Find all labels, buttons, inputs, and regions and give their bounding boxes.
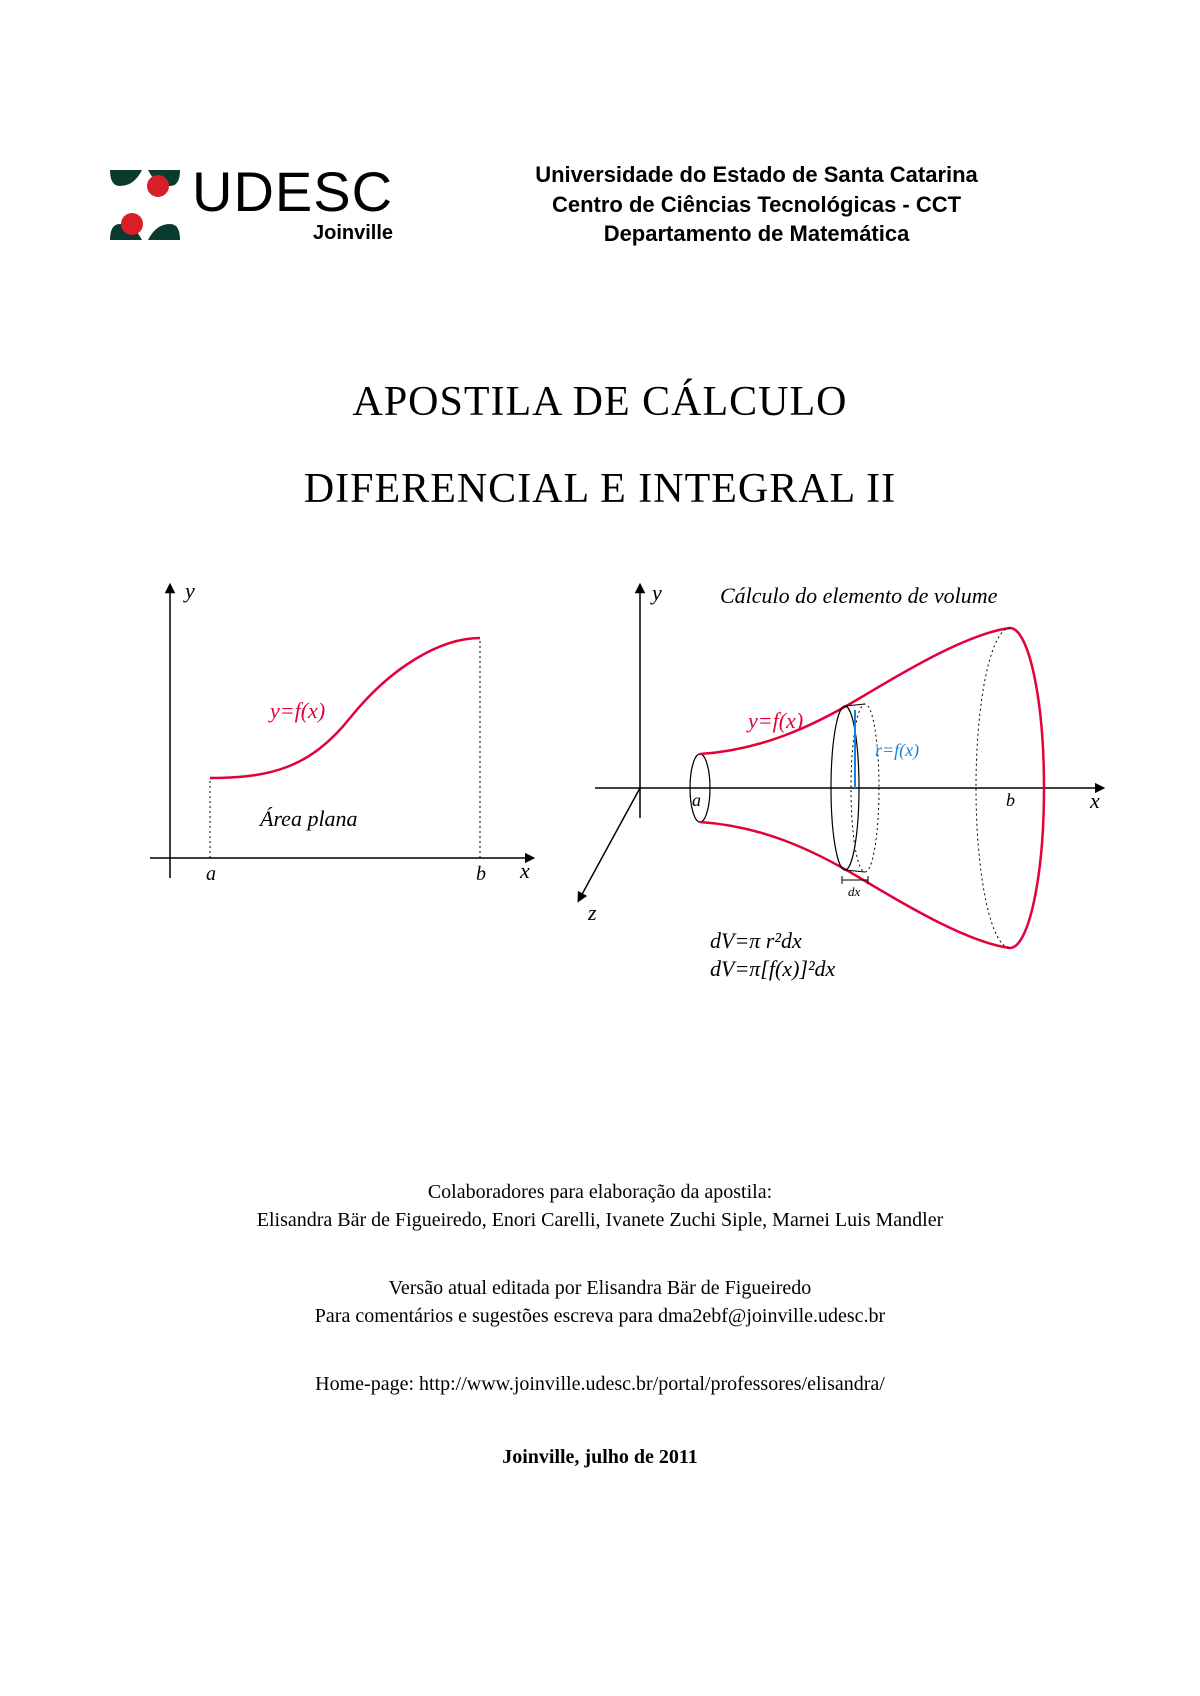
figures-row: y x y=f(x) Área plana a b xyxy=(110,578,1090,1018)
institution-line3: Departamento de Matemática xyxy=(423,219,1090,249)
figure-area-plana: y x y=f(x) Área plana a b xyxy=(110,578,540,1018)
svg-text:dx: dx xyxy=(848,884,861,899)
svg-text:b: b xyxy=(476,863,486,885)
institution-block: Universidade do Estado de Santa Catarina… xyxy=(423,160,1090,249)
date-line: Joinville, julho de 2011 xyxy=(110,1443,1090,1471)
contact-line: Para comentários e sugestões escreva par… xyxy=(110,1302,1090,1330)
svg-text:dV=π[f(x)]²dx: dV=π[f(x)]²dx xyxy=(710,956,836,981)
title-line1: APOSTILA DE CÁLCULO xyxy=(110,369,1090,436)
logo-udesc-text: UDESC xyxy=(192,164,393,220)
institution-line2: Centro de Ciências Tecnológicas - CCT xyxy=(423,190,1090,220)
udesc-logo-icon xyxy=(110,170,180,240)
version-line: Versão atual editada por Elisandra Bär d… xyxy=(110,1274,1090,1302)
document-title: APOSTILA DE CÁLCULO DIFERENCIAL E INTEGR… xyxy=(110,369,1090,523)
svg-text:Área plana: Área plana xyxy=(258,806,358,831)
institution-line1: Universidade do Estado de Santa Catarina xyxy=(423,160,1090,190)
credits: Colaboradores para elaboração da apostil… xyxy=(110,1178,1090,1471)
svg-text:Cálculo do elemento de volume: Cálculo do elemento de volume xyxy=(720,583,998,608)
svg-text:y=f(x): y=f(x) xyxy=(746,708,803,733)
header: UDESC Joinville Universidade do Estado d… xyxy=(110,160,1090,249)
logo-campus-text: Joinville xyxy=(313,222,393,245)
svg-text:z: z xyxy=(587,900,597,925)
title-line2: DIFERENCIAL E INTEGRAL II xyxy=(110,456,1090,523)
collaborators-block: Colaboradores para elaboração da apostil… xyxy=(110,1178,1090,1234)
svg-text:dV=π r²dx: dV=π r²dx xyxy=(710,928,802,953)
collaborators-heading: Colaboradores para elaboração da apostil… xyxy=(110,1178,1090,1206)
version-block: Versão atual editada por Elisandra Bär d… xyxy=(110,1274,1090,1330)
svg-text:a: a xyxy=(692,790,701,810)
svg-text:b: b xyxy=(1006,790,1015,810)
svg-text:y: y xyxy=(650,580,662,605)
svg-text:x: x xyxy=(519,858,530,883)
collaborators-names: Elisandra Bär de Figueiredo, Enori Carel… xyxy=(110,1206,1090,1234)
svg-text:y=f(x): y=f(x) xyxy=(268,698,325,723)
homepage-line: Home-page: http://www.joinville.udesc.br… xyxy=(110,1370,1090,1398)
logo-block: UDESC Joinville xyxy=(110,164,393,245)
svg-text:a: a xyxy=(206,863,216,885)
figure-volume-element: y x z Cálculo do elemento de volume y=f(… xyxy=(570,578,1110,1018)
svg-text:r=f(x): r=f(x) xyxy=(875,740,919,761)
svg-text:x: x xyxy=(1089,788,1100,813)
svg-text:y: y xyxy=(183,578,195,603)
logo-text: UDESC Joinville xyxy=(192,164,393,245)
